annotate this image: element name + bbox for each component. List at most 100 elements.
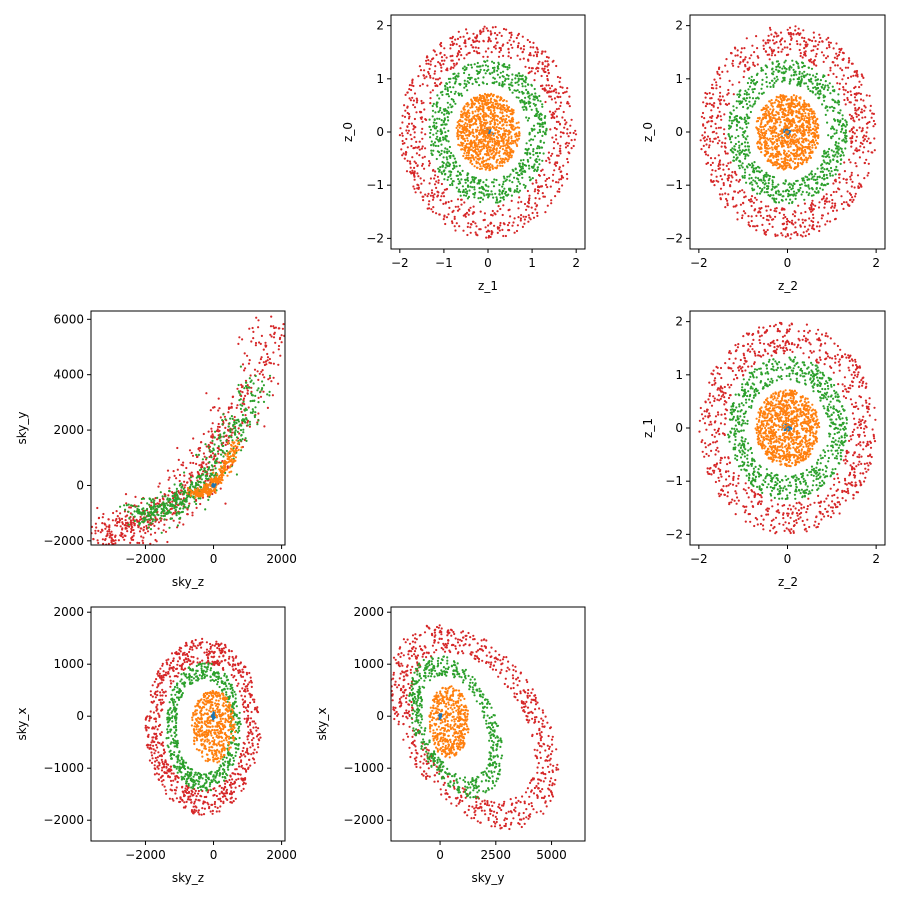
data-point bbox=[482, 181, 485, 184]
data-point bbox=[798, 183, 802, 186]
data-point bbox=[445, 216, 449, 219]
data-point bbox=[855, 135, 858, 138]
data-point bbox=[525, 108, 528, 111]
data-point bbox=[760, 129, 763, 132]
data-point bbox=[863, 104, 866, 107]
data-point bbox=[712, 180, 715, 183]
data-point bbox=[510, 108, 513, 111]
data-point bbox=[464, 147, 467, 150]
data-point bbox=[499, 145, 503, 148]
data-point bbox=[785, 95, 788, 98]
data-point bbox=[800, 149, 804, 152]
data-point bbox=[555, 120, 559, 123]
data-point bbox=[437, 179, 440, 182]
data-point bbox=[777, 201, 781, 204]
data-point bbox=[505, 194, 508, 197]
data-point bbox=[839, 67, 842, 70]
data-point bbox=[517, 77, 520, 80]
data-point bbox=[872, 112, 876, 115]
data-point bbox=[780, 198, 783, 202]
data-point bbox=[547, 69, 550, 72]
data-point bbox=[767, 205, 770, 208]
data-point bbox=[451, 105, 454, 108]
data-point bbox=[818, 93, 821, 96]
data-point bbox=[548, 161, 551, 164]
data-point bbox=[562, 110, 565, 114]
data-point bbox=[835, 131, 838, 134]
data-point bbox=[439, 128, 442, 131]
data-point bbox=[544, 211, 547, 214]
data-point bbox=[559, 147, 562, 150]
data-point bbox=[538, 151, 542, 155]
y-axis-label: z_0 bbox=[341, 122, 355, 142]
data-point bbox=[775, 65, 778, 68]
data-point bbox=[743, 116, 747, 119]
data-point bbox=[512, 111, 515, 114]
data-point bbox=[423, 155, 426, 158]
data-point bbox=[805, 138, 808, 141]
data-point bbox=[751, 162, 754, 165]
data-point bbox=[502, 204, 505, 207]
data-point bbox=[714, 122, 717, 125]
data-point bbox=[734, 136, 737, 139]
data-point bbox=[807, 184, 810, 187]
data-point bbox=[484, 72, 487, 75]
data-point bbox=[789, 139, 792, 142]
data-point bbox=[721, 141, 724, 144]
data-point bbox=[527, 164, 531, 167]
data-point bbox=[489, 109, 492, 112]
data-point bbox=[448, 163, 452, 166]
data-point bbox=[551, 136, 554, 139]
data-point bbox=[458, 82, 461, 86]
data-point bbox=[482, 106, 485, 110]
data-point bbox=[532, 148, 535, 151]
data-point bbox=[715, 175, 718, 178]
data-point bbox=[784, 154, 787, 157]
data-point bbox=[828, 172, 832, 175]
data-point bbox=[712, 93, 715, 96]
data-point bbox=[800, 117, 803, 120]
data-point bbox=[814, 86, 817, 89]
data-point bbox=[800, 151, 804, 154]
data-point bbox=[764, 205, 768, 208]
data-point bbox=[757, 56, 760, 59]
data-point bbox=[773, 35, 776, 38]
data-point bbox=[446, 178, 449, 181]
data-point bbox=[504, 65, 507, 68]
data-point bbox=[831, 174, 834, 177]
data-point bbox=[450, 37, 454, 40]
data-point bbox=[715, 179, 718, 182]
data-point bbox=[735, 179, 738, 182]
data-point bbox=[789, 79, 792, 82]
data-point bbox=[503, 144, 507, 147]
data-point bbox=[707, 154, 710, 157]
data-point bbox=[800, 137, 804, 140]
data-point bbox=[778, 66, 782, 69]
data-point bbox=[517, 178, 520, 181]
data-point bbox=[432, 196, 435, 199]
data-point bbox=[740, 164, 743, 167]
data-point bbox=[516, 126, 519, 129]
data-point bbox=[782, 190, 785, 193]
y-tick-label: −2 bbox=[366, 231, 384, 245]
data-point bbox=[814, 178, 817, 182]
data-point bbox=[553, 169, 556, 172]
data-point bbox=[739, 126, 742, 129]
data-point bbox=[471, 131, 474, 134]
data-point bbox=[527, 59, 530, 62]
data-point bbox=[744, 212, 747, 215]
data-point bbox=[417, 75, 420, 78]
data-point bbox=[485, 236, 488, 239]
data-point bbox=[803, 82, 806, 85]
data-point bbox=[452, 154, 455, 157]
data-point bbox=[421, 164, 424, 167]
data-point bbox=[454, 82, 457, 85]
data-point bbox=[798, 110, 801, 113]
data-point bbox=[542, 141, 546, 144]
data-point bbox=[794, 104, 797, 108]
data-point bbox=[726, 152, 729, 155]
data-point bbox=[544, 100, 547, 104]
data-point bbox=[786, 223, 789, 226]
data-point bbox=[816, 182, 819, 185]
data-point bbox=[446, 69, 449, 72]
